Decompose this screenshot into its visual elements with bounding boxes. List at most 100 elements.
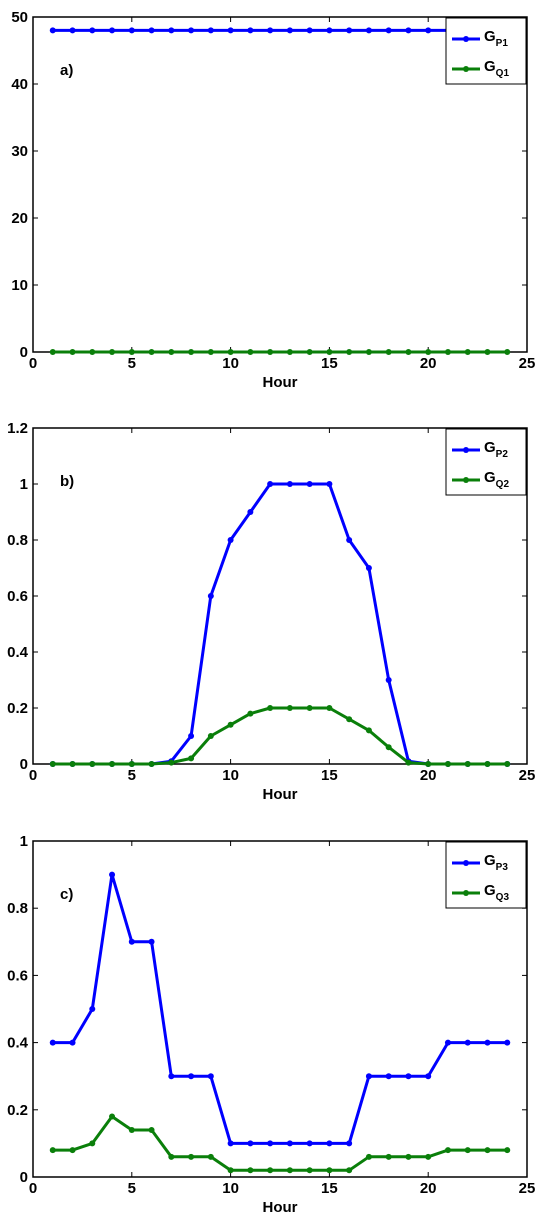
y-tick-label: 0: [20, 756, 28, 773]
data-point-q1: [49, 349, 56, 355]
y-tick-label: 20: [11, 210, 28, 227]
data-point-p3: [227, 1140, 234, 1147]
x-tick-label: 0: [29, 1180, 37, 1197]
data-point-q2: [109, 761, 116, 767]
data-point-p1: [69, 27, 76, 34]
data-point-q1: [89, 349, 96, 355]
x-tick-label: 25: [519, 767, 536, 784]
data-point-q3: [168, 1153, 175, 1160]
data-point-q3: [365, 1153, 372, 1160]
y-tick-label: 0.6: [7, 967, 28, 984]
plot-area: [32, 840, 528, 1178]
y-tick-label: 0: [20, 344, 28, 361]
data-point-p1: [385, 27, 392, 34]
data-point-p3: [188, 1073, 195, 1080]
data-point-p3: [89, 1006, 96, 1012]
y-tick-label: 0: [20, 1169, 28, 1186]
data-point-q1: [168, 349, 175, 355]
data-point-q2: [286, 705, 293, 711]
data-point-p3: [69, 1039, 76, 1046]
data-point-q1: [306, 349, 313, 355]
legend-label-subscript: Q3: [496, 892, 510, 903]
legend-marker: [463, 66, 469, 72]
data-point-q2: [484, 761, 491, 767]
data-point-q2: [405, 759, 412, 766]
data-point-p3: [504, 1039, 511, 1046]
legend-box: [445, 428, 527, 496]
y-tick-label: 0.4: [7, 644, 29, 661]
x-axis-label: Hour: [263, 374, 298, 391]
data-point-q3: [405, 1153, 412, 1160]
data-point-p1: [326, 27, 333, 34]
data-point-q3: [385, 1153, 392, 1160]
data-point-p3: [168, 1073, 175, 1080]
data-point-p3: [267, 1140, 274, 1147]
x-tick-label: 25: [519, 355, 536, 372]
data-point-p1: [306, 27, 313, 34]
data-point-p1: [188, 27, 195, 34]
data-point-p2: [326, 481, 333, 487]
data-point-q3: [484, 1147, 491, 1154]
data-point-p3: [484, 1039, 491, 1046]
data-point-q2: [49, 761, 56, 767]
data-point-q3: [128, 1126, 135, 1133]
data-point-q1: [326, 349, 333, 355]
data-point-p3: [286, 1140, 293, 1147]
legend-label-subscript: P3: [496, 862, 509, 873]
data-point-q3: [148, 1126, 155, 1133]
data-point-p3: [128, 938, 135, 945]
data-point-q2: [365, 727, 372, 734]
data-point-p1: [267, 27, 274, 34]
data-point-q2: [148, 761, 155, 767]
data-point-q1: [267, 349, 274, 355]
legend-label-subscript: P2: [496, 449, 509, 460]
y-tick-label: 0.8: [7, 900, 28, 917]
x-axis-label: Hour: [263, 1199, 298, 1216]
data-point-q1: [247, 349, 254, 355]
x-tick-label: 5: [128, 767, 136, 784]
x-tick-label: 20: [420, 1180, 437, 1197]
data-point-q2: [385, 744, 392, 751]
y-tick-label: 30: [11, 143, 28, 160]
data-point-p2: [267, 481, 274, 487]
data-point-p3: [109, 871, 116, 878]
data-point-p1: [227, 27, 234, 34]
data-point-p1: [405, 27, 412, 34]
data-point-q1: [286, 349, 293, 355]
data-point-p3: [464, 1039, 471, 1046]
data-point-q1: [425, 349, 432, 355]
data-point-q1: [69, 349, 76, 355]
x-tick-label: 15: [321, 1180, 338, 1197]
data-point-p3: [425, 1073, 432, 1080]
data-point-p1: [109, 27, 116, 34]
data-point-p3: [49, 1039, 56, 1046]
data-point-p3: [365, 1073, 372, 1080]
data-point-q2: [504, 761, 511, 767]
data-point-q3: [425, 1153, 432, 1160]
y-tick-label: 0.8: [7, 532, 28, 549]
data-point-p3: [306, 1140, 313, 1147]
data-point-q3: [346, 1167, 353, 1174]
data-point-q3: [286, 1167, 293, 1174]
y-tick-label: 10: [11, 277, 28, 294]
y-tick-label: 40: [11, 76, 28, 93]
data-point-q3: [306, 1167, 313, 1174]
data-point-p2: [188, 733, 195, 739]
data-point-q1: [385, 349, 392, 355]
data-point-p1: [346, 27, 353, 34]
x-tick-label: 10: [222, 767, 239, 784]
data-point-p1: [207, 27, 214, 34]
data-point-q1: [207, 349, 214, 355]
data-point-p2: [346, 537, 353, 543]
data-point-q3: [227, 1167, 234, 1174]
data-point-p1: [148, 27, 155, 34]
data-point-q1: [109, 349, 116, 355]
data-point-q1: [444, 349, 451, 355]
data-point-p2: [385, 677, 392, 683]
data-point-q3: [247, 1167, 254, 1174]
data-point-q1: [128, 349, 135, 355]
legend-label-subscript: P1: [496, 38, 509, 49]
data-point-q3: [109, 1113, 116, 1120]
